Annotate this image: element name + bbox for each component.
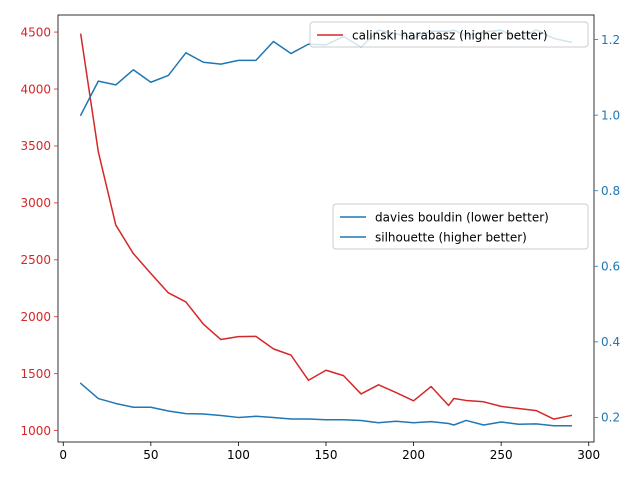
left-y-tick-label: 2000 (20, 310, 51, 324)
left-y-tick-label: 1500 (20, 367, 51, 381)
right-y-tick-label: 0.2 (601, 411, 620, 425)
x-tick-label: 50 (143, 448, 158, 462)
legend-center-right-frame (332, 203, 589, 250)
legend-top-right: calinski harabasz (higher better) (309, 21, 589, 48)
series-line-2 (79, 382, 572, 427)
left-y-tick-label: 1000 (20, 424, 51, 438)
left-y-tick-label: 4000 (20, 82, 51, 96)
left-y-tick-label: 3500 (20, 139, 51, 153)
right-y-tick-label: 1.2 (601, 33, 620, 47)
legend-center-right: davies bouldin (lower better) silhouette … (332, 203, 589, 250)
x-tick-label: 300 (577, 448, 600, 462)
x-tick-label: 100 (227, 448, 250, 462)
legend-top-right-frame (309, 21, 589, 48)
x-tick-label: 250 (490, 448, 513, 462)
right-y-tick-label: 0.6 (601, 260, 620, 274)
right-y-tick-label: 0.4 (601, 335, 620, 349)
legend-label: calinski harabasz (higher better) (352, 28, 548, 42)
x-tick-label: 200 (402, 448, 425, 462)
x-tick-label: 0 (59, 448, 67, 462)
series-line-0 (79, 33, 573, 420)
legend-label: silhouette (higher better) (375, 230, 527, 244)
x-tick-label: 150 (315, 448, 338, 462)
left-y-tick-label: 3000 (20, 196, 51, 210)
right-y-tick-label: 1.0 (601, 108, 620, 122)
legend-label: davies bouldin (lower better) (375, 210, 549, 224)
left-y-tick-label: 2500 (20, 253, 51, 267)
left-y-tick-label: 4500 (20, 25, 51, 39)
right-y-tick-label: 0.8 (601, 184, 620, 198)
